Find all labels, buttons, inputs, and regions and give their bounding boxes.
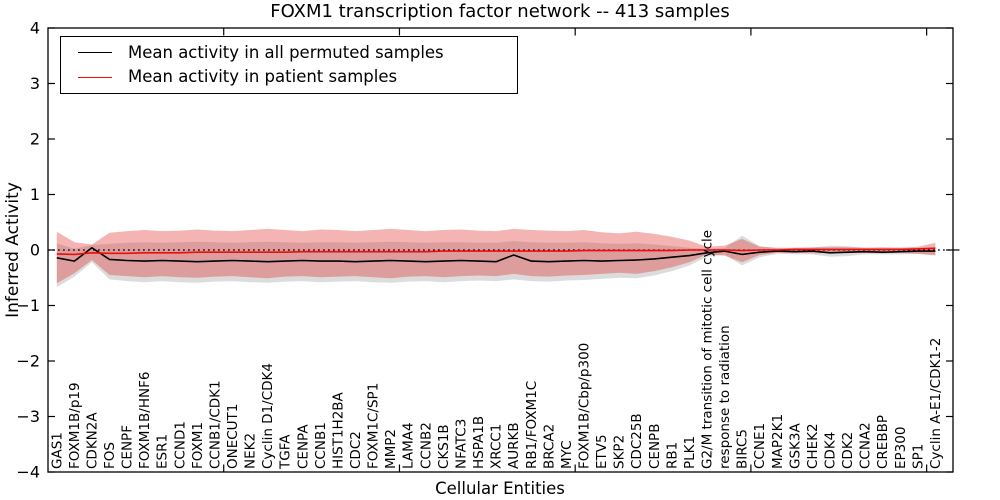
x-category-label: SKP2 <box>612 435 628 469</box>
x-category-label: BIRC5 <box>735 429 751 469</box>
patient-mean-line <box>56 247 936 256</box>
x-category-label: CKS1B <box>436 424 452 469</box>
x-category-label: Cyclin D1/CDK4 <box>260 363 276 469</box>
x-category-label: G2/M transition of mitotic cell cycle <box>700 230 716 469</box>
x-category-label: ETV5 <box>594 434 610 469</box>
x-category-label: CDKN2A <box>84 412 100 469</box>
x-category-label: FOXM1B/HNF6 <box>137 372 153 469</box>
x-category-label: LAMA4 <box>401 422 417 469</box>
x-category-label: FOXM1B/p19 <box>67 382 83 469</box>
x-category-label: XRCC1 <box>489 424 505 469</box>
legend-entry-permuted: Mean activity in all permuted samples <box>61 42 517 62</box>
y-tick-label: −4 <box>16 463 40 482</box>
x-category-label: TGFA <box>278 434 294 470</box>
legend-label-permuted: Mean activity in all permuted samples <box>128 42 444 62</box>
y-tick-label: 4 <box>30 19 40 38</box>
x-category-label: GAS1 <box>49 432 65 469</box>
x-axis-label: Cellular Entities <box>435 479 565 498</box>
x-category-label: BRCA2 <box>541 424 557 469</box>
y-axis-label: Inferred Activity <box>3 182 23 318</box>
legend-entry-patient: Mean activity in patient samples <box>61 68 517 86</box>
x-category-label: HIST1H2BA <box>331 391 347 469</box>
x-category-label: SP1 <box>910 444 926 469</box>
x-category-label: CDC2 <box>348 431 364 469</box>
x-category-label: FOS <box>102 442 118 469</box>
y-tick-label: 3 <box>30 74 40 93</box>
legend: Mean activity in all permuted samples Me… <box>60 36 518 94</box>
x-category-labels: GAS1 FOXM1B/p19 CDKN2A FOS CENPF FOXM1B/HNF6 E… <box>49 230 944 470</box>
x-category-label: CENPF <box>120 425 136 469</box>
x-category-label: GSK3A <box>787 423 803 469</box>
x-category-label: ESR1 <box>155 434 171 469</box>
permuted-mean-line <box>56 247 936 263</box>
x-category-label: CDK4 <box>823 432 839 469</box>
chart-title: FOXM1 transcription factor network -- 41… <box>270 1 730 22</box>
x-category-label: response to radiation <box>717 325 733 469</box>
x-category-label: ONECUT1 <box>225 404 241 469</box>
permuted-line-swatch <box>78 52 112 54</box>
x-axis <box>223 28 928 472</box>
x-category-label: CCNB1/CDK1 <box>207 380 223 469</box>
x-category-label: CCNB1 <box>313 422 329 469</box>
x-category-label: NFATC3 <box>454 419 470 469</box>
x-category-label: HSPA1B <box>471 416 487 469</box>
x-category-label: RB1 <box>664 442 680 469</box>
x-category-label: CENPB <box>647 424 663 469</box>
x-category-label: NEK2 <box>243 433 259 469</box>
y-tick-label: −2 <box>16 352 40 371</box>
legend-label-patient: Mean activity in patient samples <box>128 67 398 87</box>
x-category-label: CCNE1 <box>752 423 768 469</box>
y-tick-label: 0 <box>30 241 40 260</box>
y-tick-label: −1 <box>16 296 40 315</box>
x-category-label: AURKB <box>506 422 522 469</box>
patient-line-swatch <box>78 76 112 78</box>
x-category-label: CREBBP <box>875 415 891 469</box>
x-category-label: CCND1 <box>172 421 188 469</box>
x-category-label: Cyclin A-E1/CDK1-2 <box>928 338 944 469</box>
x-category-label: PLK1 <box>682 436 698 469</box>
y-axis: 4 3 2 1 0 −1 −2 −3 −4 <box>16 19 960 482</box>
x-category-label: FOXM1 <box>190 422 206 469</box>
x-category-label: EP300 <box>893 427 909 469</box>
x-category-label: CENPA <box>295 424 311 469</box>
x-category-label: CDC25B <box>629 413 645 469</box>
x-category-label: MMP2 <box>383 429 399 469</box>
x-category-label: RB1/FOXM1C <box>524 381 540 469</box>
x-category-label: CHEK2 <box>805 423 821 469</box>
x-category-label: MAP2K1 <box>770 414 786 469</box>
x-category-label: CCNB2 <box>418 422 434 469</box>
y-tick-label: 2 <box>30 130 40 149</box>
x-category-label: FOXM1B/Cbp/p300 <box>577 343 593 469</box>
x-category-label: CCNA2 <box>858 422 874 469</box>
patient-samples-range-band <box>56 228 936 284</box>
x-category-label: MYC <box>559 440 575 469</box>
y-tick-label: −3 <box>16 407 40 426</box>
x-category-label: FOXM1C/SP1 <box>366 383 382 469</box>
x-category-label: CDK2 <box>840 432 856 469</box>
y-tick-label: 1 <box>30 185 40 204</box>
